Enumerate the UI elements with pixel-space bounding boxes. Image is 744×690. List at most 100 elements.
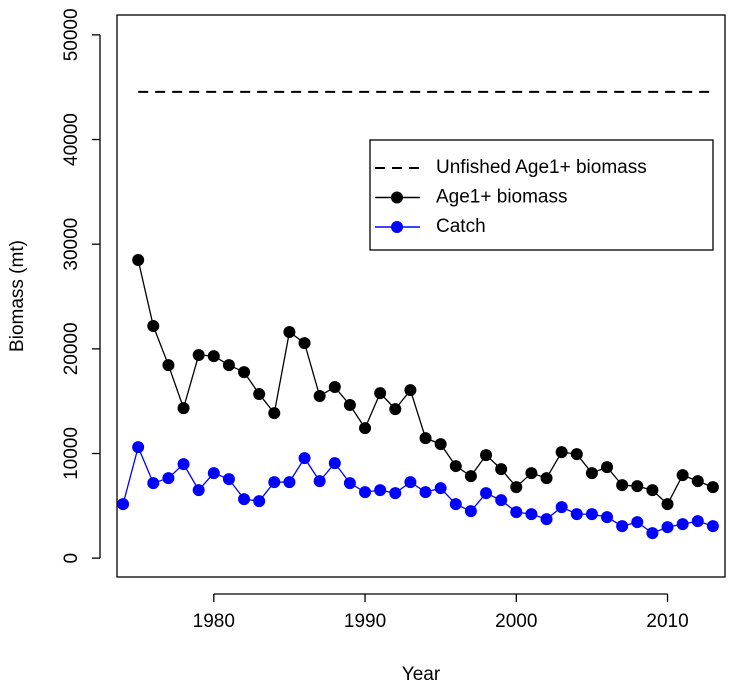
legend: Unfished Age1+ biomass Age1+ biomass Catch	[369, 139, 714, 251]
data-point	[207, 467, 220, 480]
data-point	[449, 460, 462, 473]
data-point	[404, 476, 417, 489]
data-point	[132, 441, 145, 454]
data-point	[268, 476, 281, 489]
data-point	[631, 516, 644, 529]
data-point	[328, 381, 341, 394]
series-line	[137, 259, 714, 506]
data-point	[555, 446, 568, 459]
data-point	[268, 407, 281, 420]
data-point	[147, 320, 160, 333]
data-point	[374, 387, 387, 400]
data-point	[359, 486, 372, 499]
data-point	[706, 481, 719, 494]
data-point	[298, 337, 311, 350]
data-point	[449, 498, 462, 511]
series-line	[122, 445, 714, 534]
data-point	[117, 498, 130, 511]
data-point	[313, 390, 326, 403]
data-point	[616, 520, 629, 533]
data-point	[283, 326, 296, 339]
legend-label: Catch	[436, 216, 486, 237]
legend-label: Age1+ biomass	[436, 187, 568, 208]
data-point	[177, 458, 190, 471]
y-tick-label: 0	[61, 553, 82, 564]
data-point	[207, 350, 220, 363]
data-point	[525, 508, 538, 521]
plot-frame	[116, 14, 726, 578]
data-point	[404, 384, 417, 397]
data-point	[691, 475, 704, 488]
data-point	[132, 253, 145, 266]
data-point	[661, 498, 674, 511]
data-point	[177, 402, 190, 415]
legend-marker	[391, 221, 403, 233]
data-point	[540, 472, 553, 485]
x-tick-label: 1990	[344, 611, 386, 632]
legend-label: Unfished Age1+ biomass	[436, 157, 647, 178]
x-axis-label: Year	[402, 664, 441, 685]
data-point	[419, 432, 432, 445]
data-point	[464, 505, 477, 518]
y-tick-label: 30000	[61, 218, 82, 271]
y-tick-label: 50000	[61, 8, 82, 61]
data-point	[676, 518, 689, 531]
data-point	[374, 484, 387, 497]
y-tick-label: 20000	[61, 322, 82, 375]
data-point	[389, 403, 402, 416]
legend-marker	[391, 191, 403, 204]
data-point	[359, 422, 372, 435]
data-point	[480, 449, 493, 462]
data-point	[313, 475, 326, 488]
data-point	[691, 515, 704, 528]
x-tick-label: 2000	[495, 611, 537, 632]
data-point	[510, 481, 523, 494]
data-point	[661, 521, 674, 534]
data-point	[616, 479, 629, 492]
data-point	[389, 487, 402, 500]
y-tick-label: 10000	[61, 427, 82, 480]
data-point	[464, 470, 477, 483]
data-point	[253, 388, 266, 401]
data-point	[570, 508, 583, 521]
data-point	[222, 473, 235, 486]
data-point	[706, 520, 719, 533]
data-point	[162, 359, 175, 372]
data-point	[192, 484, 205, 497]
data-point	[162, 472, 175, 485]
data-point	[601, 461, 614, 474]
data-point	[555, 501, 568, 514]
data-point	[495, 494, 508, 507]
data-point	[676, 469, 689, 482]
data-point	[510, 506, 523, 519]
data-point	[480, 487, 493, 500]
data-point	[328, 457, 341, 470]
data-point	[525, 467, 538, 480]
data-point	[298, 452, 311, 465]
data-point	[646, 527, 659, 540]
data-point	[631, 480, 644, 493]
data-point	[585, 467, 598, 480]
data-point	[283, 476, 296, 489]
data-point	[238, 493, 251, 506]
data-point	[646, 484, 659, 497]
data-point	[434, 438, 447, 451]
data-point	[585, 508, 598, 521]
x-tick-label: 2010	[646, 611, 688, 632]
data-point	[238, 366, 251, 379]
data-point	[434, 482, 447, 495]
y-axis-label: Biomass (mt)	[7, 240, 28, 352]
data-point	[343, 399, 356, 412]
data-point	[419, 486, 432, 499]
y-tick-label: 40000	[61, 113, 82, 166]
data-point	[601, 511, 614, 524]
data-point	[570, 448, 583, 461]
x-tick-label: 1980	[193, 611, 235, 632]
data-point	[192, 349, 205, 362]
data-point	[222, 359, 235, 372]
data-point	[147, 477, 160, 490]
legend-box	[369, 139, 714, 251]
data-point	[253, 495, 266, 508]
